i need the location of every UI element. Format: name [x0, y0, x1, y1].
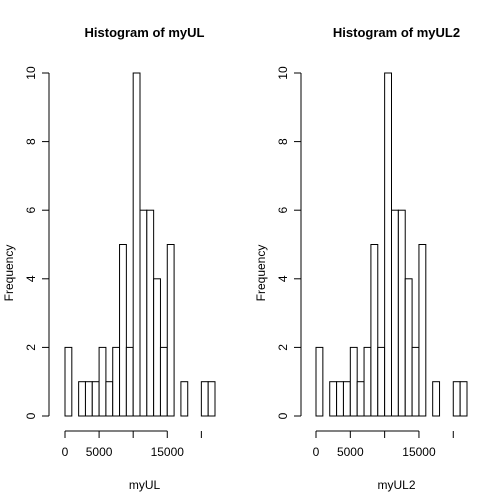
histogram-bar — [349, 346, 358, 417]
histogram-bar — [418, 244, 427, 417]
y-tick-label: 8 — [276, 138, 290, 145]
x-tick-label: 0 — [62, 445, 69, 459]
histogram-bar — [153, 278, 161, 417]
y-tick-label: 10 — [24, 66, 38, 80]
histogram-bar — [78, 381, 86, 417]
y-tick-label: 6 — [24, 207, 38, 214]
histogram-bar — [459, 381, 468, 417]
histogram-bar — [166, 244, 175, 417]
histogram-bar — [370, 244, 379, 417]
histogram-bar — [356, 381, 365, 417]
y-tick-label: 2 — [24, 344, 38, 351]
histogram-bar — [91, 381, 100, 417]
histogram-bar — [452, 381, 461, 417]
y-tick-label: 4 — [276, 275, 290, 282]
y-tick-label: 0 — [24, 412, 38, 419]
x-axis-label: myUL2 — [377, 478, 415, 492]
histogram-bar — [315, 346, 324, 417]
histogram-bar — [159, 346, 168, 417]
histogram-bar — [377, 346, 386, 417]
chart-title: Histogram of myUL — [85, 25, 205, 40]
y-tick-label: 0 — [276, 412, 290, 419]
x-tick-label: 15000 — [151, 445, 185, 459]
histogram-bar — [363, 346, 372, 417]
histogram-bar — [404, 278, 413, 417]
histogram-bar — [384, 72, 393, 417]
histogram-bar — [112, 346, 121, 417]
y-tick-label: 8 — [24, 138, 38, 145]
x-tick-label: 5000 — [337, 445, 364, 459]
histogram-bar — [105, 381, 114, 417]
y-axis-label: Frequency — [254, 245, 268, 302]
y-axis-label: Frequency — [2, 245, 16, 302]
y-tick-label: 6 — [276, 207, 290, 214]
x-tick-label: 15000 — [402, 445, 436, 459]
histogram-bar — [397, 209, 406, 417]
y-tick-label: 2 — [276, 344, 290, 351]
chart-title: Histogram of myUL2 — [333, 25, 460, 40]
histogram-bar — [329, 381, 338, 417]
y-tick-label: 4 — [24, 275, 38, 282]
x-axis-label: myUL — [129, 478, 161, 492]
histogram-bar — [125, 346, 134, 417]
histogram-panel-myUL2: Histogram of myUL2 0 2 4 6 8 10 0 5000 15000 myUL2… — [254, 25, 468, 492]
histogram-bar — [432, 381, 441, 417]
histogram-bar — [84, 381, 93, 417]
histogram-bar — [132, 72, 141, 417]
histogram-bar — [207, 381, 216, 417]
histogram-bar — [139, 209, 148, 417]
histogram-bar — [200, 381, 209, 417]
histogram-bar — [336, 381, 344, 417]
histogram-bar — [411, 346, 420, 417]
y-tick-label: 10 — [276, 66, 290, 80]
histogram-bar — [119, 244, 127, 417]
x-tick-label: 0 — [313, 445, 320, 459]
histogram-bar — [146, 209, 155, 417]
histogram-bar — [98, 346, 107, 417]
histogram-bar — [64, 346, 73, 417]
x-tick-label: 5000 — [86, 445, 113, 459]
histogram-bar — [180, 381, 189, 417]
histogram-bar — [391, 209, 399, 417]
histogram-bar — [342, 381, 351, 417]
histogram-panel-myUL: Histogram of myUL 0 2 4 6 8 10 0 5000 15000 myUL Fr… — [2, 25, 216, 492]
